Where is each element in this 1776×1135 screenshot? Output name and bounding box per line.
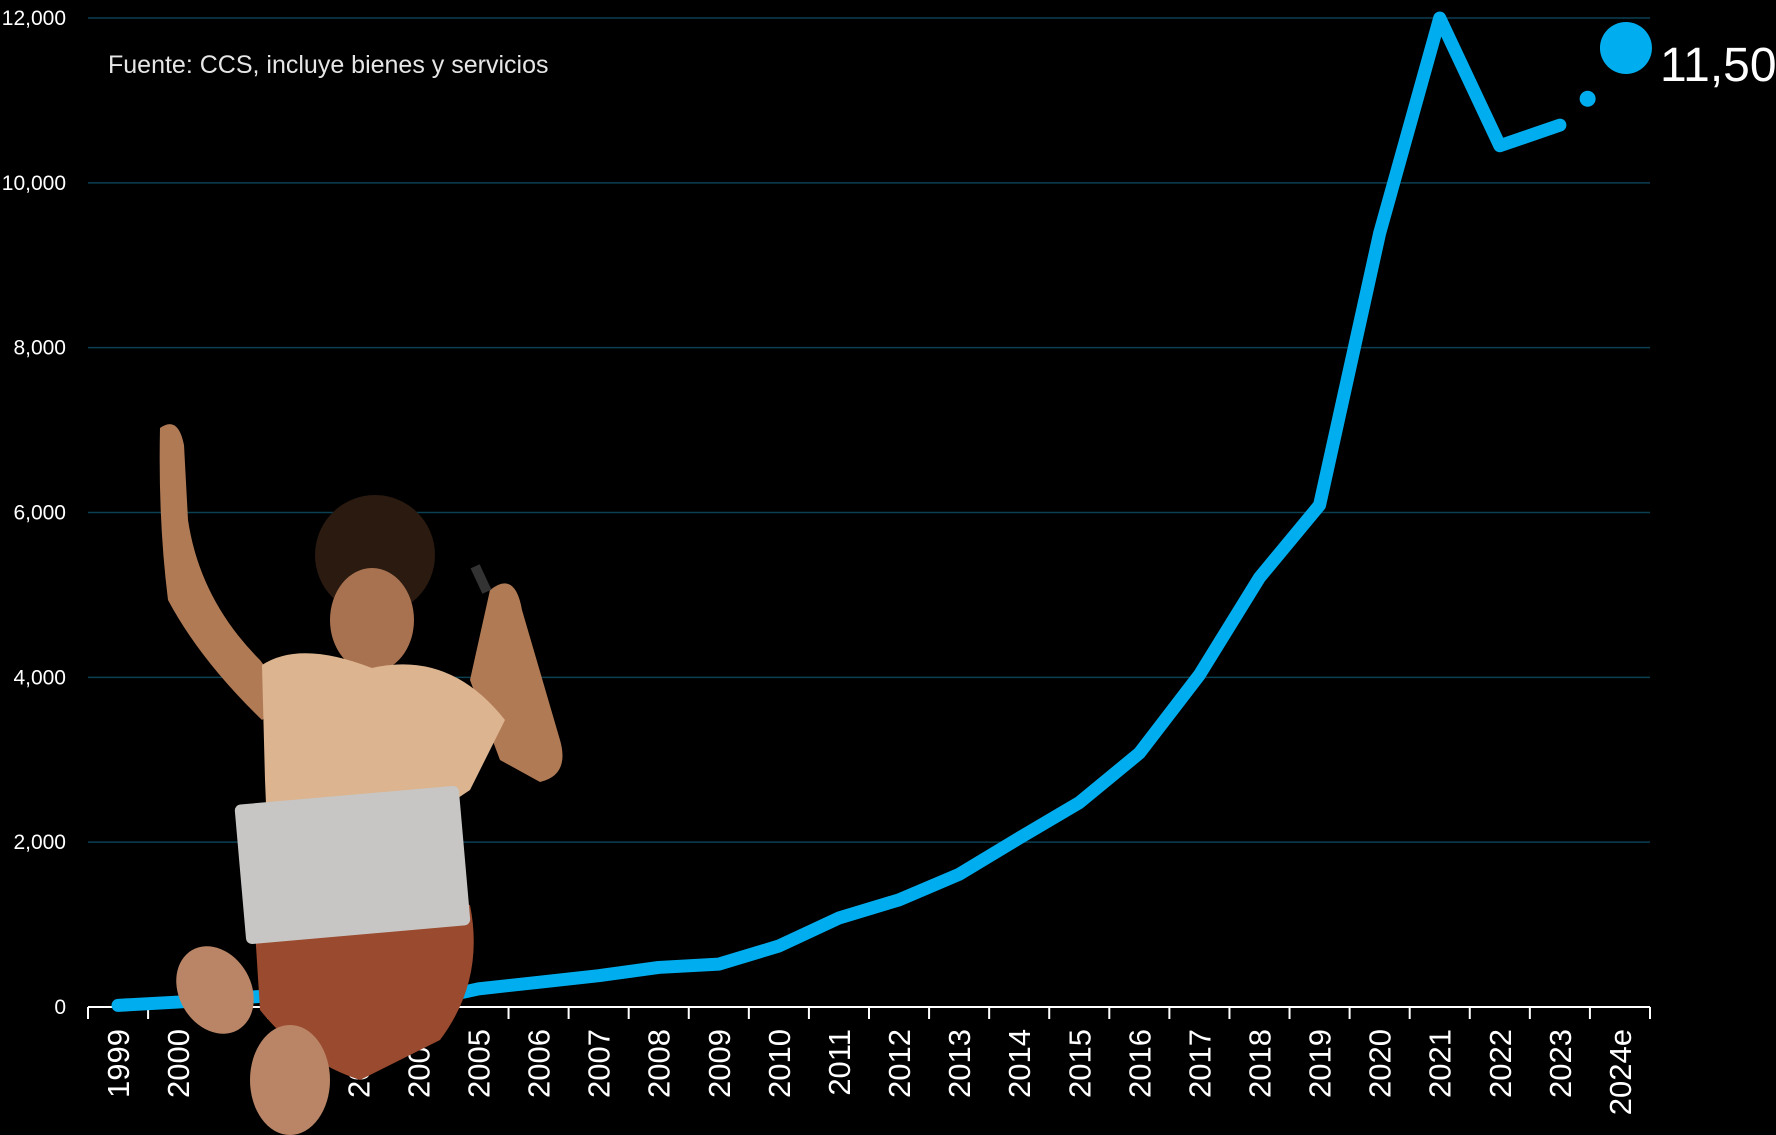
last-point-marker — [1599, 21, 1652, 74]
x-tick-label: 2010 — [762, 1029, 797, 1098]
projection-dot — [1579, 90, 1596, 107]
x-tick-label: 2024e — [1603, 1029, 1638, 1115]
x-tick-label: 2020 — [1363, 1029, 1398, 1098]
last-point-highlight — [1579, 21, 1652, 107]
x-tick-label: 1999 — [101, 1029, 136, 1098]
y-tick-label: 6,000 — [13, 502, 66, 525]
y-tick-label: 12,000 — [2, 7, 66, 30]
x-tick-label: 2018 — [1243, 1029, 1278, 1098]
x-tick-label: 2011 — [822, 1029, 857, 1096]
x-tick-label: 2016 — [1122, 1029, 1157, 1098]
y-tick-label: 0 — [54, 996, 66, 1019]
y-tick-label: 10,000 — [2, 172, 66, 195]
x-tick-label: 2007 — [582, 1029, 617, 1098]
x-tick-label: 2009 — [702, 1029, 737, 1098]
x-tick-label: 2019 — [1303, 1029, 1338, 1098]
x-tick-label: 2012 — [882, 1029, 917, 1098]
x-tick-label: 2006 — [522, 1029, 557, 1098]
y-axis-tick-labels: 0 2,000 4,000 6,000 8,000 10,000 12,000 — [2, 7, 66, 1019]
y-tick-label: 2,000 — [13, 831, 66, 854]
source-note: Fuente: CCS, incluye bienes y servicios — [108, 51, 548, 79]
x-tick-label: 2008 — [642, 1029, 677, 1098]
x-tick-label: 2015 — [1062, 1029, 1097, 1098]
x-tick-label: 2021 — [1423, 1029, 1458, 1098]
x-axis-tick-labels: 1999200020032004200520062007200820092010… — [101, 1029, 1638, 1115]
x-tick-label: 2023 — [1543, 1029, 1578, 1098]
x-tick-label: 2017 — [1182, 1029, 1217, 1098]
x-tick-label: 2014 — [1002, 1029, 1037, 1098]
x-tick-label: 2005 — [462, 1029, 497, 1098]
y-tick-label: 8,000 — [13, 337, 66, 360]
last-value-label: 11,503 — [1660, 39, 1776, 92]
woman-with-laptop-illustration — [159, 424, 563, 1135]
x-tick-label: 2000 — [161, 1029, 196, 1098]
x-tick-label: 2022 — [1483, 1029, 1518, 1098]
y-tick-label: 4,000 — [13, 666, 66, 689]
x-tick-label: 2013 — [942, 1029, 977, 1098]
